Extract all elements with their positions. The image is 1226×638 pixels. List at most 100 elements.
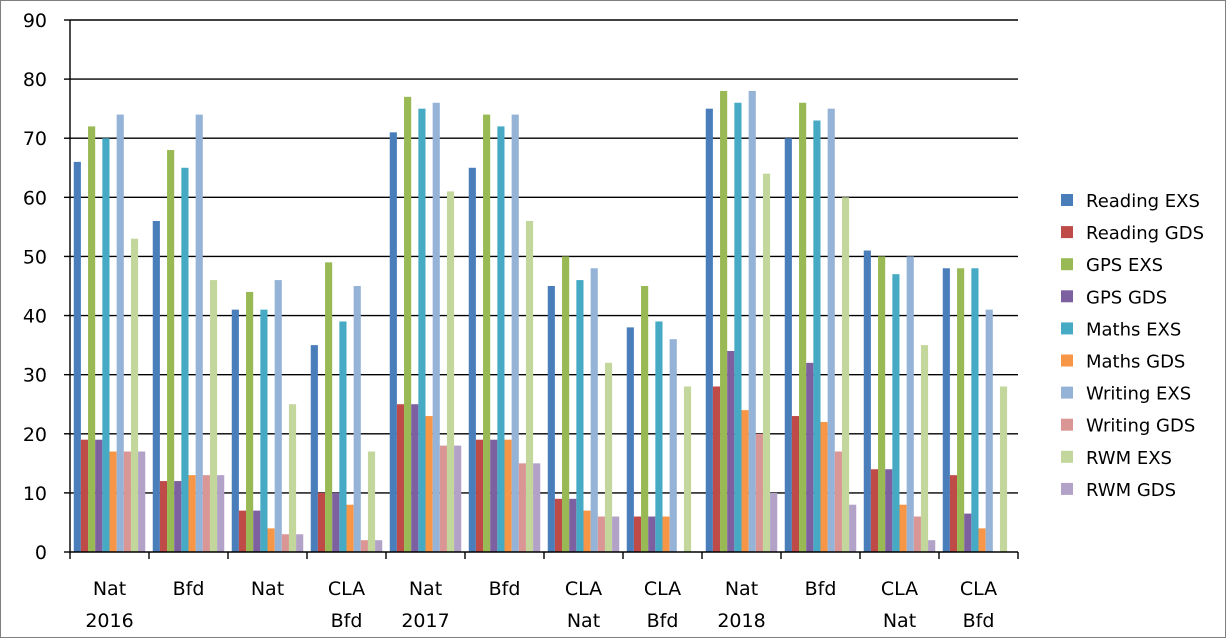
y-tick-labels: 0 10 20 30 40 50 60 70 80 90 (23, 10, 47, 564)
bar-writing-exs-5 (511, 114, 519, 552)
axes (64, 19, 1019, 559)
y-tick-label: 80 (23, 69, 47, 91)
bar-gps-exs-2 (246, 291, 254, 552)
x-tick-label: Nat (409, 578, 442, 600)
bar-reading-gds-3 (317, 492, 326, 552)
bar-gps-exs-3 (325, 262, 333, 552)
y-tick-label: 60 (23, 187, 47, 209)
bar-reading-exs-6 (547, 286, 555, 552)
bar-rwm-gds-9 (849, 504, 857, 552)
legend-swatch (1061, 354, 1073, 367)
bar-gps-gds-1 (174, 481, 182, 552)
bar-writing-gds-1 (202, 475, 210, 552)
x-tick-label: Nat (725, 578, 758, 600)
bar-reading-exs-9 (784, 138, 792, 552)
legend-label: Maths EXS (1086, 319, 1181, 340)
bar-reading-gds-7 (633, 516, 642, 552)
x-tick-label: Bfd (805, 578, 837, 600)
bar-writing-exs-11 (985, 309, 993, 552)
bar-writing-exs-3 (353, 286, 361, 552)
x-tick-label: 2018 (717, 610, 765, 632)
bar-maths-gds-9 (820, 421, 828, 552)
bar-reading-exs-8 (705, 108, 713, 553)
legend-label: RWM GDS (1086, 480, 1176, 501)
y-tick-label: 70 (23, 128, 47, 150)
bar-gps-gds-0 (95, 439, 103, 552)
y-tick-label: 0 (35, 542, 47, 564)
bar-maths-gds-8 (741, 410, 749, 552)
bar-reading-gds-2 (238, 510, 247, 552)
bar-gps-gds-6 (569, 498, 577, 552)
y-tick-label: 50 (23, 246, 47, 268)
bar-writing-exs-10 (906, 256, 914, 552)
bar-writing-exs-7 (669, 339, 677, 552)
bar-gps-gds-7 (648, 516, 656, 552)
bar-rwm-exs-3 (367, 451, 376, 552)
bar-writing-gds-2 (281, 534, 289, 552)
y-tick-label: 30 (23, 365, 47, 387)
x-tick-label: 2017 (401, 610, 449, 632)
legend-swatch (1061, 258, 1073, 271)
legend-label: Maths GDS (1086, 352, 1185, 373)
bar-reading-gds-6 (554, 498, 563, 552)
bar-rwm-exs-8 (762, 173, 771, 552)
bar-maths-exs-2 (260, 309, 268, 552)
bar-maths-exs-10 (892, 274, 900, 552)
bar-writing-gds-0 (123, 451, 131, 552)
bar-gps-gds-5 (490, 439, 498, 552)
x-tick-label: 2016 (85, 610, 133, 632)
bar-gps-exs-1 (167, 150, 175, 553)
x-tick-label: Bfd (489, 578, 521, 600)
bar-reading-gds-11 (949, 475, 958, 552)
bar-rwm-gds-5 (533, 463, 541, 552)
bar-maths-gds-0 (109, 451, 117, 552)
bar-maths-exs-11 (971, 268, 979, 552)
bar-reading-gds-5 (475, 439, 484, 552)
x-tick-label: CLA (960, 578, 997, 600)
legend: Reading EXS Reading GDS GPS EXS GPS GDS Math… (1061, 191, 1204, 501)
legend-label: Reading EXS (1086, 191, 1200, 212)
bar-gps-gds-2 (253, 510, 261, 552)
bar-gps-exs-6 (562, 256, 570, 552)
bar-gps-gds-3 (332, 492, 340, 552)
legend-swatch (1061, 450, 1073, 463)
legend-swatch (1061, 290, 1073, 303)
bar-rwm-exs-2 (288, 404, 297, 552)
bar-rwm-exs-1 (209, 280, 218, 552)
legend-swatch (1061, 386, 1073, 399)
x-tick-label: CLA (881, 578, 918, 600)
x-tick-label: Nat (93, 578, 126, 600)
x-tick-label: Bfd (647, 610, 679, 632)
bar-reading-gds-10 (870, 469, 879, 552)
bar-maths-exs-7 (655, 321, 663, 552)
bar-writing-gds-5 (518, 463, 526, 552)
bar-reading-exs-7 (626, 327, 634, 552)
bars (73, 90, 1008, 553)
x-tick-label: Nat (251, 578, 284, 600)
bar-rwm-gds-1 (217, 475, 225, 552)
bar-maths-gds-6 (583, 510, 591, 552)
legend-swatch (1061, 226, 1073, 239)
legend-label: RWM EXS (1086, 448, 1172, 469)
y-tick-label: 90 (23, 10, 47, 32)
x-tick-label: Nat (567, 610, 600, 632)
x-tick-label: Bfd (963, 610, 995, 632)
bar-maths-exs-1 (181, 167, 189, 552)
bar-writing-gds-9 (834, 451, 842, 552)
legend-swatch (1061, 482, 1073, 495)
bar-writing-exs-8 (748, 90, 756, 553)
bar-writing-gds-3 (360, 540, 368, 552)
y-tick-label: 20 (23, 424, 47, 446)
bar-rwm-exs-5 (525, 220, 534, 553)
bar-reading-gds-4 (396, 404, 405, 552)
bar-reading-gds-1 (159, 481, 168, 552)
bar-maths-exs-0 (102, 138, 110, 552)
bar-rwm-gds-0 (138, 451, 146, 552)
x-tick-label: Bfd (173, 578, 205, 600)
bar-writing-exs-6 (590, 268, 598, 552)
bar-rwm-gds-10 (928, 540, 936, 552)
gridlines (70, 19, 1018, 494)
bar-reading-exs-10 (863, 250, 871, 552)
x-tick-label: Bfd (331, 610, 363, 632)
